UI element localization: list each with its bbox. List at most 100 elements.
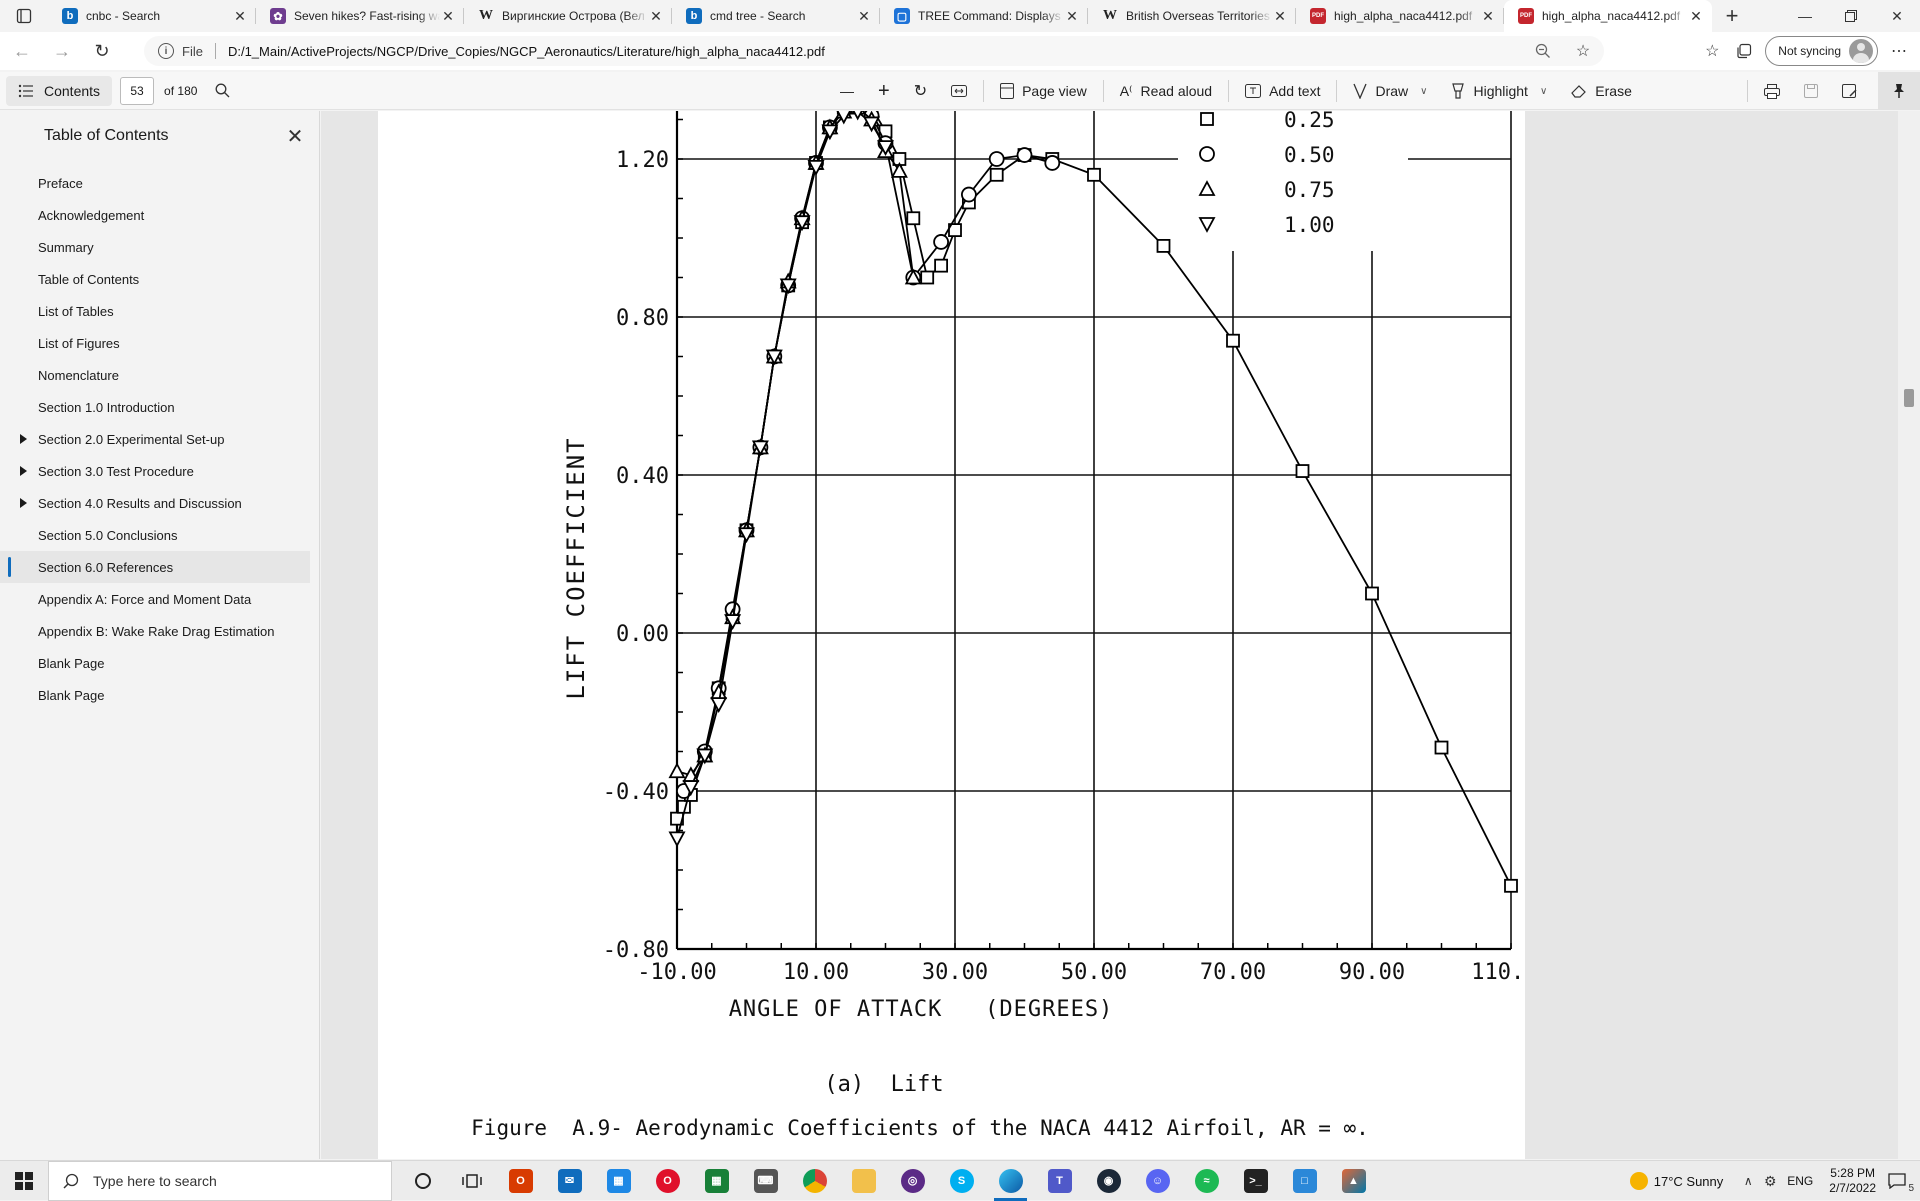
restore-button[interactable] xyxy=(1828,0,1874,32)
calendar-app-button[interactable]: ▦ xyxy=(594,1161,643,1201)
discord-app-button[interactable]: ☺ xyxy=(1133,1161,1182,1201)
steam-app-button[interactable]: ◉ xyxy=(1084,1161,1133,1201)
matlab-app-button[interactable]: ▲ xyxy=(1329,1161,1378,1201)
office-app-button[interactable]: O xyxy=(496,1161,545,1201)
taskbar-search-box[interactable]: Type here to search xyxy=(48,1160,392,1201)
toc-item[interactable]: List of Tables xyxy=(0,295,318,327)
browser-tab[interactable]: ✿ Seven hikes? Fast-rising wa ✕ xyxy=(256,0,464,32)
close-tab-icon[interactable]: ✕ xyxy=(442,7,454,24)
task-view-button[interactable] xyxy=(447,1161,496,1201)
erase-button[interactable]: Erase xyxy=(1559,76,1644,106)
zoom-icon[interactable] xyxy=(1532,40,1554,62)
toc-item[interactable]: Blank Page xyxy=(0,679,318,711)
file-explorer-button[interactable] xyxy=(839,1161,888,1201)
toc-item[interactable]: Preface xyxy=(0,167,318,199)
terminal-app-button[interactable]: >_ xyxy=(1231,1161,1280,1201)
toc-item[interactable]: Blank Page xyxy=(0,647,318,679)
expand-arrow-icon[interactable] xyxy=(20,498,27,508)
rotate-button[interactable]: ↻ xyxy=(902,76,939,106)
chrome-app-button[interactable] xyxy=(790,1161,839,1201)
close-tab-icon[interactable]: ✕ xyxy=(650,7,662,24)
opera-app-button[interactable]: O xyxy=(643,1161,692,1201)
toc-item[interactable]: Summary xyxy=(0,231,318,263)
browser-tab[interactable]: W British Overseas Territories ✕ xyxy=(1088,0,1296,32)
refresh-button[interactable]: ↻ xyxy=(94,40,110,61)
info-icon[interactable]: i xyxy=(158,43,174,59)
chevron-down-icon[interactable]: ∨ xyxy=(1420,85,1428,97)
language-indicator[interactable]: ENG xyxy=(1787,1174,1814,1188)
tab-actions-button[interactable] xyxy=(0,0,48,32)
forward-button[interactable]: → xyxy=(53,40,71,61)
favorites-icon[interactable]: ☆ xyxy=(1705,43,1720,60)
remote-desktop-button[interactable]: □ xyxy=(1280,1161,1329,1201)
scrollbar-thumb[interactable] xyxy=(1904,389,1914,407)
close-tab-icon[interactable]: ✕ xyxy=(1274,7,1286,24)
vertical-scrollbar[interactable] xyxy=(1898,111,1920,1159)
sheets-app-button[interactable]: ▦ xyxy=(692,1161,741,1201)
print-button[interactable] xyxy=(1752,76,1792,106)
browser-tab[interactable]: PDF high_alpha_naca4412.pdf ✕ xyxy=(1504,0,1712,32)
skype-app-button[interactable]: S xyxy=(937,1161,986,1201)
add-text-button[interactable]: Add text xyxy=(1233,76,1332,106)
toc-item[interactable]: Section 6.0 References xyxy=(0,551,310,583)
highlight-button[interactable]: Highlight ∨ xyxy=(1439,76,1559,106)
close-icon[interactable]: ✕ xyxy=(286,125,304,148)
new-tab-button[interactable]: + xyxy=(1725,3,1739,28)
expand-arrow-icon[interactable] xyxy=(20,434,27,444)
contents-button[interactable]: Contents xyxy=(6,75,113,106)
close-tab-icon[interactable]: ✕ xyxy=(234,7,246,24)
url-box[interactable]: i File D:/1_Main/ActiveProjects/NGCP/Dri… xyxy=(144,36,1604,66)
pdf-search-icon[interactable] xyxy=(211,80,233,102)
minimize-button[interactable]: — xyxy=(1798,8,1812,24)
toc-item[interactable]: Section 1.0 Introduction xyxy=(0,391,318,423)
toc-item[interactable]: Appendix B: Wake Rake Drag Estimation xyxy=(0,615,318,647)
toc-item[interactable]: Section 3.0 Test Procedure xyxy=(0,455,318,487)
weather-widget[interactable]: 17°C Sunny xyxy=(1629,1172,1723,1190)
profile-sync-button[interactable]: Not syncing xyxy=(1765,36,1878,66)
pdf-viewer[interactable]: -10.00 10.00 30.00 50.00 70.00 90.00 110.00 -0.… xyxy=(321,111,1898,1159)
toc-item[interactable]: Table of Contents xyxy=(0,263,318,295)
toc-item[interactable]: Acknowledgement xyxy=(0,199,318,231)
draw-button[interactable]: Draw ∨ xyxy=(1341,76,1439,106)
browser-tab[interactable]: b cnbc - Search ✕ xyxy=(48,0,256,32)
more-menu-icon[interactable]: ⋯ xyxy=(1891,43,1907,60)
read-aloud-button[interactable]: A⁽ Read aloud xyxy=(1108,76,1224,106)
mail-app-button[interactable]: ✉ xyxy=(545,1161,594,1201)
cortana-button[interactable] xyxy=(398,1161,447,1201)
chevron-down-icon[interactable]: ∨ xyxy=(1539,85,1548,97)
start-button[interactable] xyxy=(0,1161,48,1201)
save-button[interactable] xyxy=(1792,76,1830,106)
close-tab-icon[interactable]: ✕ xyxy=(858,7,870,24)
browser-tab[interactable]: ▢ TREE Command: Displays a ✕ xyxy=(880,0,1088,32)
edge-app-button[interactable] xyxy=(986,1161,1035,1201)
close-window-button[interactable]: ✕ xyxy=(1891,7,1903,24)
close-tab-icon[interactable]: ✕ xyxy=(1066,7,1078,24)
toc-item[interactable]: Section 5.0 Conclusions xyxy=(0,519,318,551)
close-tab-icon[interactable]: ✕ xyxy=(1690,7,1702,24)
url-text[interactable]: D:/1_Main/ActiveProjects/NGCP/Drive_Copi… xyxy=(227,43,825,59)
browser-tab[interactable]: W Виргинские Острова (Вел ✕ xyxy=(464,0,672,32)
collections-icon[interactable] xyxy=(1733,40,1755,62)
notifications-button[interactable]: 5 xyxy=(1886,1170,1914,1194)
toc-item[interactable]: List of Figures xyxy=(0,327,318,359)
fit-width-button[interactable] xyxy=(939,76,979,106)
browser-tab[interactable]: b cmd tree - Search ✕ xyxy=(672,0,880,32)
page-number-input[interactable]: 53 xyxy=(120,76,155,105)
keyboard-app-button[interactable]: ⌨ xyxy=(741,1161,790,1201)
tor-app-button[interactable]: ◎ xyxy=(888,1161,937,1201)
toc-item[interactable]: Appendix A: Force and Moment Data xyxy=(0,583,318,615)
network-icon[interactable]: ⚙ xyxy=(1763,1172,1777,1189)
expand-arrow-icon[interactable] xyxy=(20,466,27,476)
spotify-app-button[interactable]: ≈ xyxy=(1182,1161,1231,1201)
clock[interactable]: 5:28 PM 2/7/2022 xyxy=(1829,1166,1876,1196)
add-favorite-icon[interactable]: ☆ xyxy=(1575,43,1591,60)
pin-toolbar-button[interactable] xyxy=(1878,72,1920,110)
chevron-up-icon[interactable]: ∧ xyxy=(1743,1174,1753,1188)
toc-item[interactable]: Section 2.0 Experimental Set-up xyxy=(0,423,318,455)
page-view-button[interactable]: Page view xyxy=(988,76,1099,106)
teams-app-button[interactable]: T xyxy=(1035,1161,1084,1201)
toc-item[interactable]: Section 4.0 Results and Discussion xyxy=(0,487,318,519)
zoom-out-button[interactable]: — xyxy=(828,76,866,106)
toc-item[interactable]: Nomenclature xyxy=(0,359,318,391)
back-button[interactable]: ← xyxy=(13,40,31,61)
